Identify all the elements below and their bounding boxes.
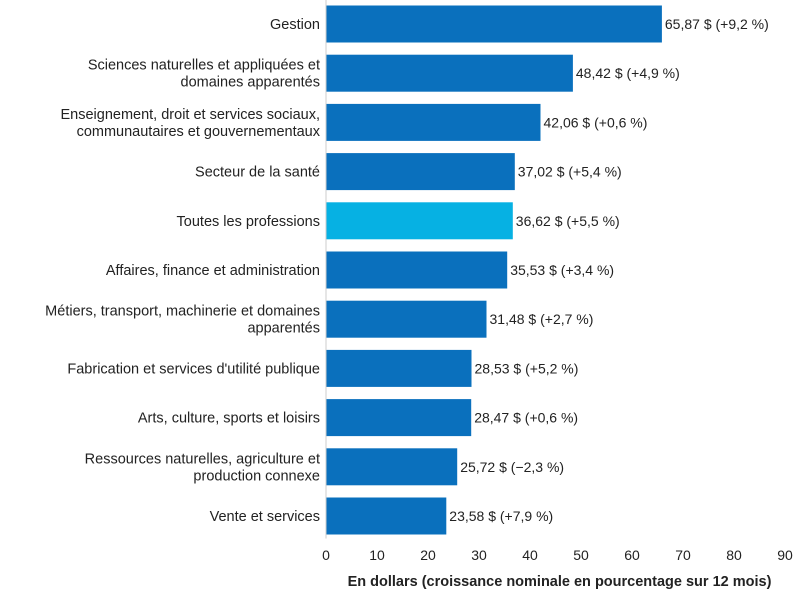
data-label-3: 37,02 $ (+5,4 %) <box>518 164 622 180</box>
data-label-5: 35,53 $ (+3,4 %) <box>510 262 614 278</box>
data-label-0: 65,87 $ (+9,2 %) <box>665 16 769 32</box>
data-label-6: 31,48 $ (+2,7 %) <box>490 311 594 327</box>
category-label-3: Secteur de la santé <box>195 165 320 181</box>
bar-1 <box>326 54 573 92</box>
data-label-10: 23,58 $ (+7,9 %) <box>449 508 553 524</box>
bar-6 <box>326 300 487 338</box>
bar-10 <box>326 497 447 535</box>
category-label-1: Sciences naturelles et appliquées et doma… <box>88 58 320 91</box>
data-label-8: 28,47 $ (+0,6 %) <box>474 410 578 426</box>
x-tick-label-6: 60 <box>624 547 640 563</box>
bar-2 <box>326 103 541 141</box>
category-label-7: Fabrication et services d'utilité publiq… <box>67 361 320 377</box>
bar-8 <box>326 399 472 437</box>
category-label-2: Enseignement, droit et services sociaux,… <box>60 107 320 140</box>
category-label-6: Métiers, transport, machinerie et domain… <box>45 304 320 337</box>
x-tick-label-0: 0 <box>322 547 330 563</box>
bar-3 <box>326 153 515 191</box>
data-label-2: 42,06 $ (+0,6 %) <box>544 114 648 130</box>
x-tick-label-5: 50 <box>573 547 589 563</box>
x-tick-label-2: 20 <box>420 547 436 563</box>
category-label-4: Toutes les professions <box>177 214 320 230</box>
bar-9 <box>326 448 458 486</box>
data-label-4: 36,62 $ (+5,5 %) <box>516 213 620 229</box>
category-label-10: Vente et services <box>210 509 320 525</box>
x-tick-label-9: 90 <box>777 547 793 563</box>
x-tick-label-8: 80 <box>726 547 742 563</box>
data-labels-layer: 65,87 $ (+9,2 %) 48,42 $ (+4,9 %) 42,06 $ … <box>449 16 769 524</box>
category-labels-layer: Gestion Sciences naturelles et appliquées… <box>45 17 321 525</box>
bar-4 <box>326 202 513 240</box>
x-tick-label-4: 40 <box>522 547 538 563</box>
x-tick-label-3: 30 <box>471 547 487 563</box>
data-label-9: 25,72 $ (−2,3 %) <box>460 459 564 475</box>
bar-5 <box>326 251 508 289</box>
data-label-7: 28,53 $ (+5,2 %) <box>475 360 579 376</box>
x-tick-label-7: 70 <box>675 547 691 563</box>
data-label-1: 48,42 $ (+4,9 %) <box>576 65 680 81</box>
x-axis-title: En dollars (croissance nominale en pourc… <box>348 574 772 590</box>
bar-7 <box>326 349 472 387</box>
x-tick-label-1: 10 <box>369 547 385 563</box>
category-label-9: Ressources naturelles, agriculture et pro… <box>85 451 320 484</box>
category-label-0: Gestion <box>270 17 320 33</box>
category-label-8: Arts, culture, sports et loisirs <box>138 411 320 427</box>
bars-layer <box>326 5 662 535</box>
x-axis-ticks-layer: 0 10 20 30 40 50 60 70 80 90 <box>322 547 793 563</box>
category-label-5: Affaires, finance et administration <box>106 263 320 279</box>
bar-0 <box>326 5 662 43</box>
